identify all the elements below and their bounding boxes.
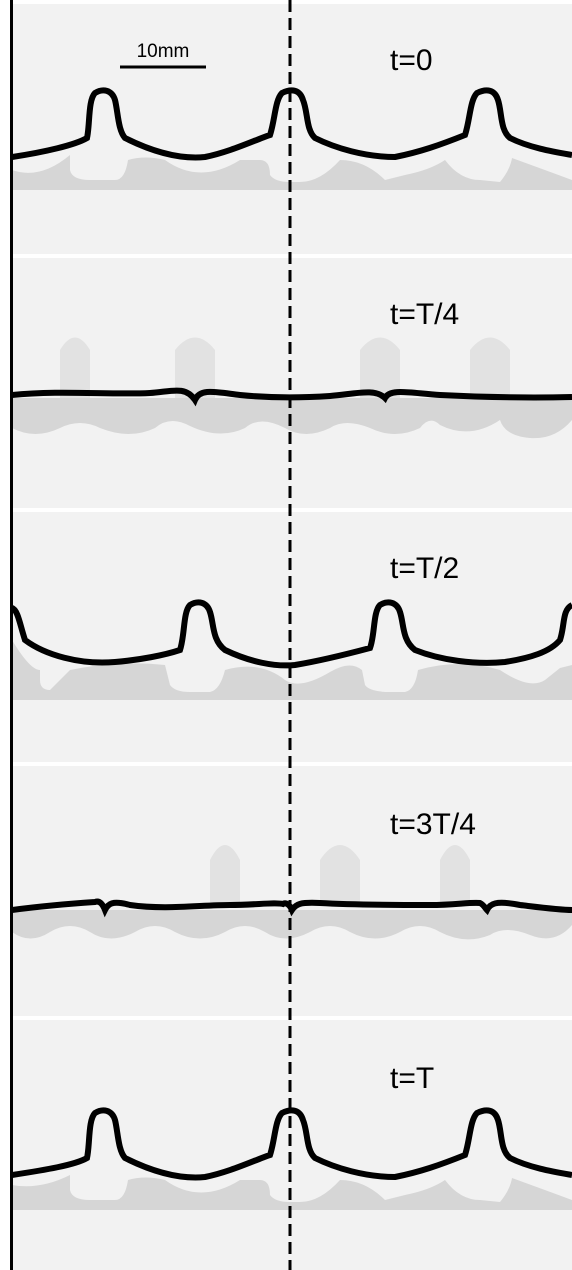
interface-line <box>12 387 572 407</box>
panel-label: t=0 <box>390 44 433 77</box>
panel-background <box>12 4 572 254</box>
shadow-profile <box>60 337 510 400</box>
interface-line <box>12 1107 572 1181</box>
panel-separator <box>12 762 572 766</box>
panel-tT2 <box>12 512 572 762</box>
panel-tT4 <box>12 258 572 508</box>
interface-line <box>12 599 572 669</box>
panel-background <box>12 1020 572 1270</box>
panel-background <box>12 766 572 1016</box>
shadow-profile <box>12 910 572 940</box>
interface-line <box>12 87 572 161</box>
scale-bar-label: 10mm <box>137 41 190 62</box>
shadow-profile <box>12 640 572 700</box>
panel-label: t=T/4 <box>390 298 459 331</box>
shadow-profile <box>12 155 572 190</box>
panel-label: t=3T/4 <box>390 808 476 841</box>
panel-separator <box>12 254 572 258</box>
shadow-profile <box>12 1175 572 1210</box>
panel-tT <box>12 1020 572 1270</box>
panel-t0 <box>12 4 572 254</box>
panel-separator <box>12 1016 572 1020</box>
shadow-profile <box>12 398 572 439</box>
left-border <box>10 0 13 1270</box>
panel-label: t=T <box>390 1062 434 1095</box>
shadow-profile <box>210 845 470 905</box>
interface-line <box>12 898 572 918</box>
panel-background <box>12 512 572 762</box>
panel-separator <box>12 508 572 512</box>
panel-label: t=T/2 <box>390 552 459 585</box>
panel-t3T4 <box>12 766 572 1016</box>
